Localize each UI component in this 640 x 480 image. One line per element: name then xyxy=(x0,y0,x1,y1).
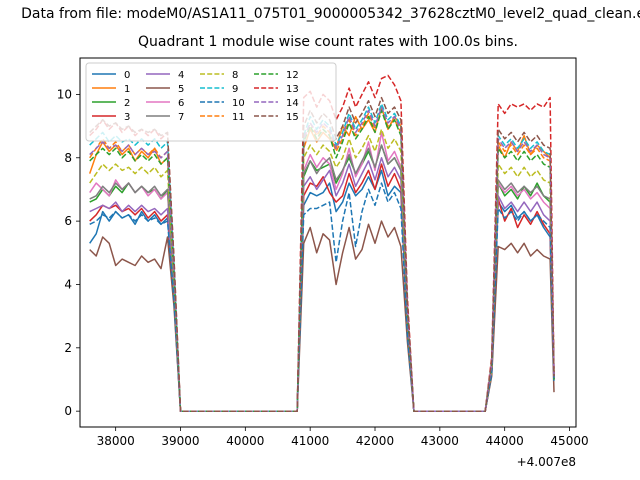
x-axis: 38000 39000 40000 41000 42000 43000 44000 45000 xyxy=(97,427,589,448)
series-line-5 xyxy=(89,220,555,412)
y-tick-label: 6 xyxy=(64,214,72,228)
series-line-6 xyxy=(89,131,555,412)
legend-label: 8 xyxy=(232,70,238,81)
legend-item-9: 9 xyxy=(200,84,238,95)
y-tick-label: 10 xyxy=(57,87,72,101)
legend-item-0: 0 xyxy=(92,70,130,81)
legend-label: 14 xyxy=(286,98,299,109)
series-line-8 xyxy=(89,128,555,412)
legend-item-1: 1 xyxy=(92,84,130,95)
legend-label: 3 xyxy=(124,112,130,123)
figure-suptitle: Data from file: modeM0/AS1A11_075T01_900… xyxy=(21,6,640,22)
x-tick-label: 40000 xyxy=(226,434,264,448)
legend-label: 6 xyxy=(178,98,184,109)
y-tick-label: 8 xyxy=(64,151,72,165)
legend-label: 15 xyxy=(286,112,299,123)
legend-item-12: 12 xyxy=(254,70,299,81)
series-lines xyxy=(88,74,555,412)
legend-item-15: 15 xyxy=(254,112,299,123)
legend-label: 11 xyxy=(232,112,245,123)
y-tick-label: 4 xyxy=(64,277,72,291)
legend-item-8: 8 xyxy=(200,70,238,81)
legend-label: 10 xyxy=(232,98,245,109)
legend-label: 1 xyxy=(124,84,130,95)
legend-label: 12 xyxy=(286,70,299,81)
legend-item-13: 13 xyxy=(254,84,299,95)
y-tick-label: 2 xyxy=(64,341,72,355)
legend-item-4: 4 xyxy=(146,70,184,81)
series-line-7 xyxy=(89,144,555,412)
series-line-9 xyxy=(89,103,555,412)
legend-item-3: 3 xyxy=(92,112,130,123)
series-line-3 xyxy=(89,163,555,412)
legend-item-10: 10 xyxy=(200,98,245,109)
x-tick-label: 45000 xyxy=(550,434,588,448)
series-line-1 xyxy=(88,106,555,412)
series-line-14 xyxy=(89,106,555,412)
chart-title: Quadrant 1 module wise count rates with … xyxy=(138,34,518,50)
legend-item-5: 5 xyxy=(146,84,184,95)
legend-label: 2 xyxy=(124,98,130,109)
legend-label: 0 xyxy=(124,70,130,81)
legend-label: 4 xyxy=(178,70,184,81)
series-line-2 xyxy=(89,144,555,412)
legend-label: 13 xyxy=(286,84,299,95)
x-tick-label: 39000 xyxy=(161,434,199,448)
x-tick-label: 43000 xyxy=(421,434,459,448)
legend-label: 7 xyxy=(178,112,184,123)
y-tick-label: 0 xyxy=(64,404,72,418)
legend-label: 5 xyxy=(178,84,184,95)
legend-item-14: 14 xyxy=(254,98,299,109)
x-offset-label: +4.007e8 xyxy=(517,455,576,469)
plot-frame xyxy=(79,57,577,428)
x-tick-label: 44000 xyxy=(486,434,524,448)
legend-item-11: 11 xyxy=(200,112,245,123)
x-tick-label: 38000 xyxy=(97,434,135,448)
y-axis: 0 2 4 6 8 10 xyxy=(57,87,80,418)
legend-item-2: 2 xyxy=(92,98,130,109)
x-tick-label: 41000 xyxy=(291,434,329,448)
x-tick-label: 42000 xyxy=(356,434,394,448)
legend-item-7: 7 xyxy=(146,112,184,123)
legend-label: 9 xyxy=(232,84,238,95)
legend-item-6: 6 xyxy=(146,98,184,109)
